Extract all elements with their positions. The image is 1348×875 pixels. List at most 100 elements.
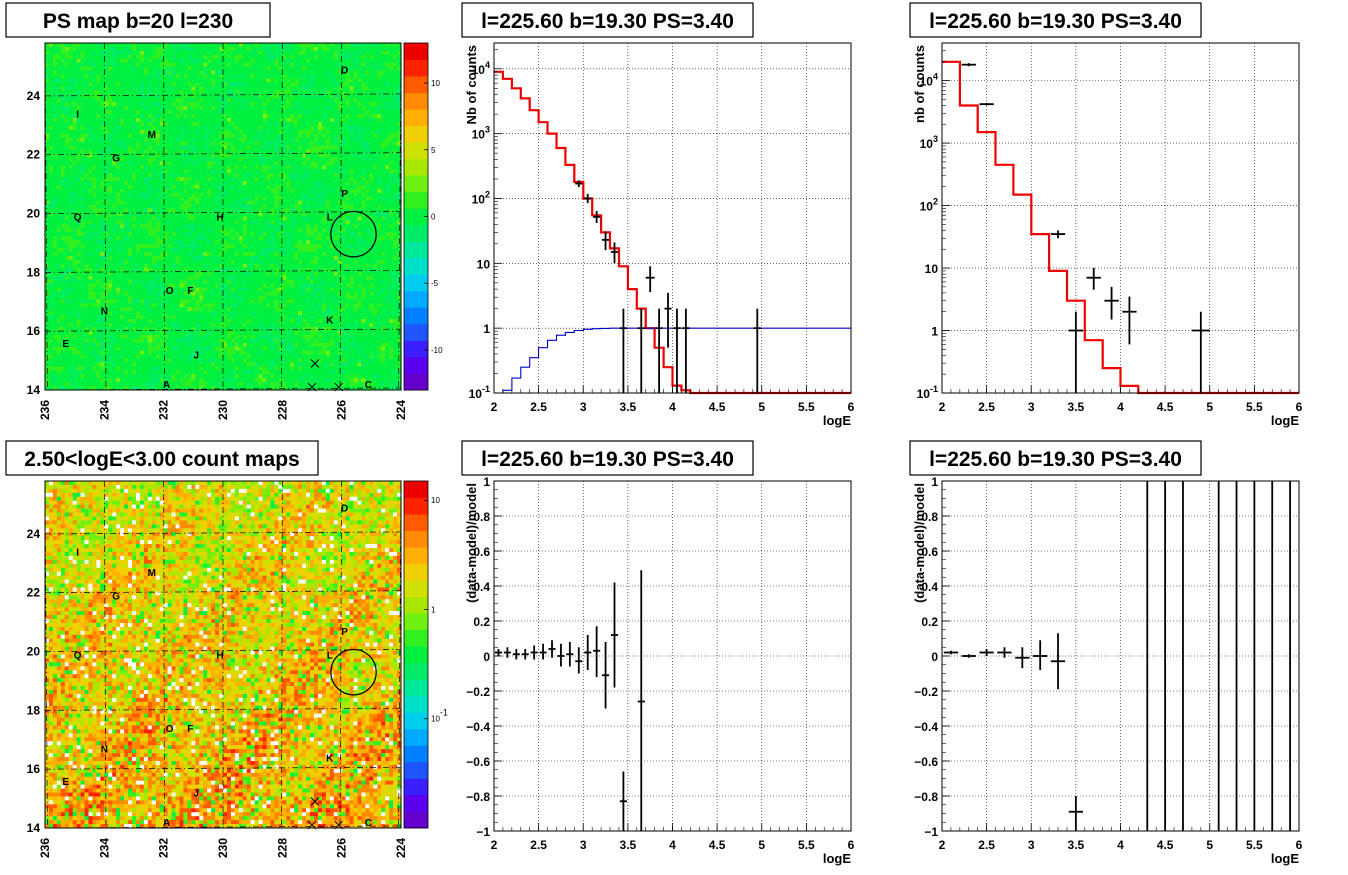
- data-point: [584, 635, 592, 670]
- y-tick-label: 102: [472, 189, 490, 206]
- map-cells: [45, 481, 402, 829]
- x-tick-label: 4.5: [709, 400, 726, 414]
- colorbar-band: [404, 514, 428, 531]
- title-box: [5, 2, 271, 38]
- source-label: O: [166, 724, 174, 735]
- grid-line: [281, 42, 283, 391]
- colorbar-band: [404, 208, 428, 226]
- chart-title: l=225.60 b=19.30 PS=3.40: [481, 10, 734, 33]
- data-point: [1068, 311, 1084, 393]
- y-tick-label: 103: [920, 134, 938, 151]
- y-tick-label: 22: [27, 148, 41, 162]
- source-label: K: [326, 315, 334, 326]
- source-label: H: [216, 213, 223, 224]
- grid-line: [44, 708, 402, 711]
- grid-line: [339, 480, 343, 829]
- x-tick-label: 230: [216, 400, 230, 420]
- x-tick-label: 234: [97, 838, 111, 858]
- grid-line: [398, 480, 402, 829]
- data-point: [943, 650, 959, 655]
- colorbar-tick-label: -5: [431, 279, 439, 288]
- x-tick-label: 228: [275, 838, 289, 858]
- data-point: [494, 649, 503, 656]
- y-tick-label: −1: [476, 825, 490, 839]
- model-histogram: [494, 70, 851, 395]
- grid-line: [44, 590, 402, 594]
- x-tick-label: 5: [758, 838, 765, 852]
- data-point: [1033, 640, 1048, 670]
- source-label: L: [327, 213, 333, 224]
- data-point: [575, 647, 583, 674]
- source-label: N: [101, 307, 108, 318]
- y-tick-label: 0: [483, 650, 490, 664]
- colorbar-band: [404, 712, 428, 730]
- colorbar-band: [404, 92, 428, 110]
- x-tick-label: 4: [669, 400, 676, 414]
- colorbar-band: [404, 695, 428, 713]
- source-label: C: [365, 380, 372, 391]
- source-label: D: [341, 65, 348, 76]
- grid-line: [44, 42, 48, 391]
- y-tick-label: 1: [483, 475, 490, 489]
- colorbar-tick-label: 0: [431, 213, 436, 222]
- colorbar-band: [404, 323, 428, 341]
- y-axis-label: (data-model)/model: [912, 483, 927, 603]
- grid-line: [44, 211, 402, 214]
- x-tick-label: 228: [275, 400, 289, 420]
- grid-line: [398, 42, 402, 391]
- data-point: [521, 649, 529, 660]
- data-point: [1191, 311, 1210, 393]
- colorbar-tick-label: 10-1: [431, 708, 448, 724]
- source-label: M: [148, 568, 156, 579]
- data-point: [575, 180, 583, 188]
- grid-line: [44, 328, 402, 332]
- data-point: [979, 649, 994, 656]
- grid-line: [44, 825, 402, 829]
- y-tick-label: −0.4: [466, 720, 490, 734]
- chart-title: 2.50<logE<3.00 count maps: [24, 448, 299, 471]
- y-tick-label: 10-1: [917, 384, 938, 401]
- colorbar-tick-label: 1: [431, 605, 436, 614]
- data-point: [610, 582, 619, 688]
- y-tick-label: 16: [27, 324, 41, 338]
- selection-circle: [330, 648, 377, 696]
- colorbar-band: [404, 646, 428, 664]
- data-point: [979, 102, 994, 106]
- y-tick-label: 24: [27, 527, 41, 541]
- colorbar-band: [404, 794, 428, 812]
- source-label: N: [101, 745, 108, 756]
- source-label: F: [187, 286, 193, 297]
- colorbar-band: [404, 59, 428, 77]
- y-tick-label: −1: [924, 825, 938, 839]
- y-tick-label: 18: [27, 265, 41, 279]
- y-tick-label: 0.6: [921, 545, 938, 559]
- x-tick-label: 4.5: [1157, 838, 1174, 852]
- chart-title: PS map b=20 l=230: [43, 10, 233, 33]
- x-tick-label: 234: [97, 400, 111, 420]
- data-point: [539, 643, 547, 660]
- x-tick-label: 226: [335, 838, 349, 858]
- y-tick-label: 10-1: [469, 384, 490, 401]
- y-tick-label: 0.4: [473, 580, 490, 594]
- y-tick-label: 0.4: [921, 580, 938, 594]
- colorbar-band: [404, 662, 428, 680]
- y-tick-label: 20: [27, 207, 41, 221]
- data-point: [655, 308, 663, 393]
- x-tick-label: 2: [491, 400, 498, 414]
- colorbar-band: [404, 778, 428, 796]
- grid-line: [44, 93, 402, 97]
- source-label: K: [326, 753, 334, 764]
- colorbar-band: [404, 307, 428, 325]
- colorbar-tick-label: 5: [431, 146, 436, 155]
- colorbar-band: [404, 257, 428, 275]
- y-tick-label: 16: [27, 762, 41, 776]
- grid-line: [44, 649, 402, 652]
- x-tick-label: 3.5: [620, 838, 637, 852]
- data-point: [637, 308, 645, 393]
- map-panel: 236 234 232 230 228 226 224 14 16 18 20 22 24 A C D E F G H…: [5, 440, 448, 858]
- title-box: [461, 2, 754, 38]
- map-cells: [45, 43, 402, 391]
- y-tick-label: −0.4: [914, 720, 938, 734]
- x-axis-label: logE: [823, 413, 851, 428]
- data-point: [566, 642, 574, 667]
